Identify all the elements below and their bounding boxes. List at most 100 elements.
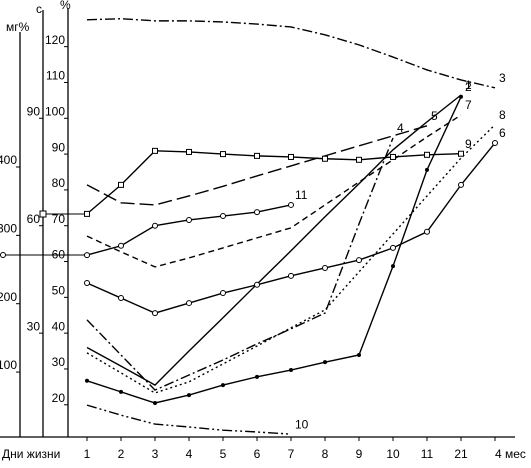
y-tick-label: 20 <box>52 391 66 405</box>
series-label: 10 <box>295 417 309 431</box>
y-tick-label: 30 <box>52 355 66 369</box>
y-tick-label: 80 <box>52 176 66 190</box>
marker <box>424 228 430 235</box>
series-label: 6 <box>499 126 506 140</box>
marker <box>322 155 328 162</box>
marker <box>84 280 90 287</box>
y-tick-label: 300 <box>0 222 17 236</box>
y-tick-label: 90 <box>52 140 66 154</box>
lead-marker <box>39 210 47 218</box>
y-tick-label: 100 <box>0 358 17 372</box>
x-tick-label: 8 <box>322 447 329 461</box>
marker <box>458 150 464 157</box>
series-label: 7 <box>465 98 472 112</box>
marker <box>220 151 226 158</box>
marker <box>458 181 464 188</box>
marker <box>254 209 260 216</box>
x-tick-label: 11 <box>421 447 434 461</box>
marker <box>118 242 124 249</box>
y-tick-label: 40 <box>52 319 66 333</box>
x-tick-label: 1 <box>84 447 91 461</box>
marker <box>220 213 226 220</box>
marker <box>220 290 226 297</box>
y-tick-label: 200 <box>0 290 17 304</box>
x-tick-label: 9 <box>356 447 363 461</box>
y-tick-label: 90 <box>27 104 41 118</box>
y-tick-label: 100 <box>45 104 65 118</box>
x-tick-label: 7 <box>288 447 295 461</box>
series-label: 5 <box>431 109 438 123</box>
marker <box>289 368 293 373</box>
marker <box>84 252 90 259</box>
marker <box>118 181 124 188</box>
y-label: % <box>60 0 71 12</box>
series-line <box>86 94 462 386</box>
y-tick-label: 30 <box>27 319 41 333</box>
x-tick-label: 21 <box>454 447 468 461</box>
series-line <box>86 114 462 268</box>
series-line <box>86 18 496 89</box>
marker <box>288 153 294 160</box>
y-tick-label: 70 <box>52 212 66 226</box>
marker <box>356 156 362 163</box>
series-label: 2 <box>465 80 472 94</box>
marker <box>288 272 294 279</box>
x-tick-label: 4 <box>186 447 193 461</box>
marker <box>357 352 361 357</box>
y-tick-label: 400 <box>0 153 17 167</box>
y2-label: с <box>36 2 42 16</box>
x-label: Дни жизни <box>2 447 60 461</box>
marker <box>187 393 191 398</box>
marker <box>186 148 192 155</box>
y-tick-label: 110 <box>46 69 65 83</box>
series-line <box>86 137 394 391</box>
marker <box>118 295 124 302</box>
marker <box>391 264 395 269</box>
marker <box>84 210 90 217</box>
series-label: 8 <box>499 108 506 122</box>
marker <box>152 147 158 154</box>
marker <box>254 152 260 159</box>
series-line <box>86 125 428 206</box>
marker <box>390 244 396 251</box>
y-tick-label: 120 <box>45 33 65 47</box>
marker <box>459 94 463 99</box>
y-tick-label: 50 <box>52 284 66 298</box>
marker <box>186 216 192 223</box>
y3-label: мг% <box>6 20 30 34</box>
series-line <box>86 204 292 256</box>
x-tick-label: 4 мес <box>495 447 526 461</box>
marker <box>323 360 327 365</box>
marker <box>356 257 362 264</box>
series-line <box>86 142 496 314</box>
marker <box>255 374 259 379</box>
y-tick-label: 60 <box>27 212 41 226</box>
x-tick-label: 6 <box>254 447 261 461</box>
lead-marker <box>0 252 6 258</box>
x-tick-label: 10 <box>386 447 400 461</box>
series-label: 4 <box>397 121 404 135</box>
x-tick-label: 2 <box>118 447 125 461</box>
x-tick-label: 5 <box>220 447 227 461</box>
series-line <box>86 96 462 404</box>
marker <box>425 167 429 172</box>
marker <box>152 222 158 229</box>
y-tick-label: 60 <box>52 248 66 262</box>
series-label: 1 <box>465 78 472 92</box>
marker <box>254 281 260 288</box>
series-line <box>86 404 292 435</box>
marker <box>85 378 89 383</box>
series-line <box>86 124 496 394</box>
marker <box>221 383 225 388</box>
marker <box>119 389 123 394</box>
marker <box>288 201 294 208</box>
marker <box>424 151 430 158</box>
marker <box>390 153 396 160</box>
marker <box>186 300 192 307</box>
series-line <box>86 150 462 215</box>
marker <box>492 139 498 146</box>
marker <box>152 310 158 317</box>
marker <box>322 264 328 271</box>
x-tick-label: 3 <box>152 447 159 461</box>
